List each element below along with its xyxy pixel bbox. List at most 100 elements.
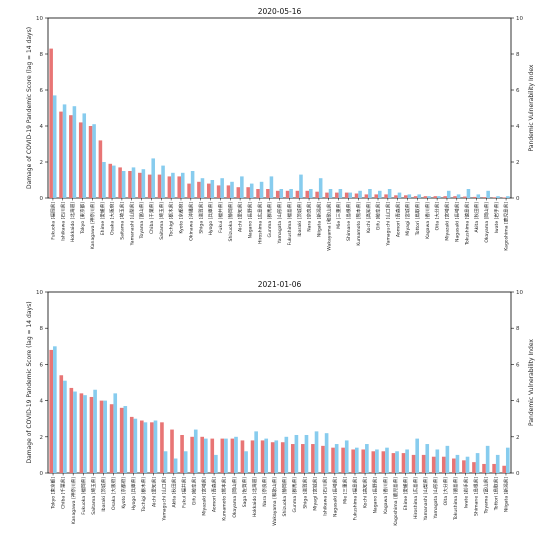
x-tick-label: Gunma [群馬県] — [291, 477, 298, 513]
x-tick-label: Chiba [千葉県] — [148, 202, 155, 234]
x-tick-label: Toyama [富山県] — [482, 477, 489, 515]
x-tick-label: Ishikawa [石川県] — [322, 477, 328, 516]
bar-damage-score — [266, 189, 270, 198]
x-tick-label: Fukui [福井県] — [180, 477, 187, 508]
bar-vulnerability-index — [214, 454, 218, 473]
bar-damage-score — [256, 189, 260, 198]
bar-damage-score — [421, 454, 426, 473]
bar-damage-score — [413, 196, 418, 198]
x-tick-label: Nara [奈良県] — [306, 202, 313, 232]
x-tick-label: Yamanashi [山梨県] — [422, 477, 429, 522]
x-tick-label: Nara [奈良県] — [261, 477, 268, 507]
x-tick-label: Gifu [岐阜県] — [375, 202, 382, 230]
bar-damage-score — [89, 396, 94, 473]
bar-vulnerability-index — [427, 196, 431, 198]
x-tick-label: Kyoto [京都府] — [178, 202, 185, 234]
bar-damage-score — [311, 444, 315, 473]
x-tick-label: Fukuoka [福岡県] — [80, 477, 87, 515]
bar-damage-score — [69, 115, 73, 198]
bar-vulnerability-index — [173, 458, 178, 473]
y-tick-label-right: 0 — [516, 196, 520, 202]
bar-damage-score — [119, 407, 124, 473]
bar-vulnerability-index — [143, 422, 148, 473]
bar-vulnerability-index — [334, 444, 339, 473]
bar-vulnerability-index — [289, 189, 293, 198]
bar-damage-score — [394, 195, 398, 198]
x-tick-label: Miyagi [宮城県] — [404, 202, 411, 236]
x-tick-label: Iwate [岩手県] — [493, 202, 500, 234]
bar-vulnerability-index — [437, 196, 441, 198]
y-tick-label-right: 8 — [516, 52, 520, 58]
x-tick-label: Nagasaki [長崎県] — [331, 477, 338, 517]
bar-vulnerability-index — [435, 449, 440, 473]
y-tick-label-left: 10 — [36, 16, 43, 22]
bar-vulnerability-index — [348, 192, 353, 198]
x-tick-label: Niigata [新潟県] — [503, 477, 510, 512]
x-tick-label: Akita [秋田県] — [170, 477, 177, 508]
x-tick-label: Tokushima [徳島県] — [463, 202, 470, 246]
x-tick-label: Okayama [岡山県] — [483, 202, 490, 243]
bar-damage-score — [139, 420, 144, 473]
bar-damage-score — [361, 449, 366, 473]
bar-vulnerability-index — [82, 113, 87, 198]
y-tick-label-right: 8 — [516, 326, 520, 332]
x-tick-label: Ehime [愛媛県] — [99, 202, 106, 235]
bar-damage-score — [210, 438, 215, 473]
bar-vulnerability-index — [153, 420, 158, 473]
x-tick-label: Hokkaido [北海道] — [251, 477, 258, 517]
x-tick-label: Kagawa [香川県] — [382, 477, 389, 514]
bar-vulnerability-index — [52, 95, 57, 198]
y-axis-label-left: Damage of COVID-19 Pandemic Score (lag =… — [26, 301, 33, 463]
bar-vulnerability-index — [397, 192, 402, 198]
y-tick-label-right: 6 — [516, 362, 520, 368]
bar-vulnerability-index — [269, 176, 274, 198]
bar-damage-score — [341, 447, 345, 473]
x-tick-label: Kochi [高知県] — [365, 202, 372, 233]
bar-vulnerability-index — [294, 434, 299, 473]
bar-damage-score — [502, 197, 507, 198]
x-tick-label: Wakayama [和歌山県] — [325, 202, 332, 251]
bar-vulnerability-index — [72, 106, 77, 198]
plot-frame — [47, 291, 512, 474]
bar-vulnerability-index — [338, 189, 343, 198]
bar-damage-score — [423, 196, 428, 198]
x-tick-label: Fukuoka [福岡県] — [50, 202, 57, 240]
x-tick-label: Nagano [長野県] — [247, 202, 254, 239]
x-tick-label: Aomori [青森県] — [394, 202, 401, 237]
bar-damage-score — [441, 456, 446, 473]
bar-vulnerability-index — [486, 190, 490, 198]
bar-damage-score — [391, 453, 396, 473]
bar-damage-score — [167, 176, 172, 198]
x-tick-label: Shizuoka [静岡県] — [281, 477, 288, 517]
bar-vulnerability-index — [103, 400, 107, 473]
bar-damage-score — [453, 196, 457, 198]
bar-damage-score — [275, 190, 280, 198]
bar-damage-score — [270, 442, 275, 473]
bar-damage-score — [99, 400, 104, 473]
bar-damage-score — [371, 451, 376, 473]
x-tick-label: Ishikawa [石川県] — [60, 202, 66, 241]
bar-vulnerability-index — [505, 447, 510, 473]
bar-vulnerability-index — [204, 438, 208, 473]
x-tick-label: Iwate [岩手県] — [462, 477, 469, 509]
bar-vulnerability-index — [220, 178, 224, 198]
bar-vulnerability-index — [318, 178, 323, 198]
bar-damage-score — [335, 192, 339, 198]
bar-damage-score — [452, 458, 456, 473]
y-tick-label-left: 4 — [40, 124, 44, 130]
bar-damage-score — [236, 187, 241, 198]
bar-vulnerability-index — [284, 436, 289, 473]
y-tick-label-right: 10 — [516, 16, 523, 22]
y-tick-label-right: 4 — [516, 124, 520, 130]
bars — [49, 48, 510, 198]
bar-vulnerability-index — [254, 431, 258, 473]
bar-damage-score — [344, 192, 349, 198]
bar-vulnerability-index — [358, 190, 362, 198]
bar-vulnerability-index — [455, 454, 460, 473]
bar-vulnerability-index — [141, 169, 146, 198]
y-tick-label-left: 2 — [40, 435, 44, 441]
x-tick-label: Osaka [大阪府] — [110, 477, 117, 510]
x-tick-label: Mie [三重県] — [335, 202, 342, 229]
